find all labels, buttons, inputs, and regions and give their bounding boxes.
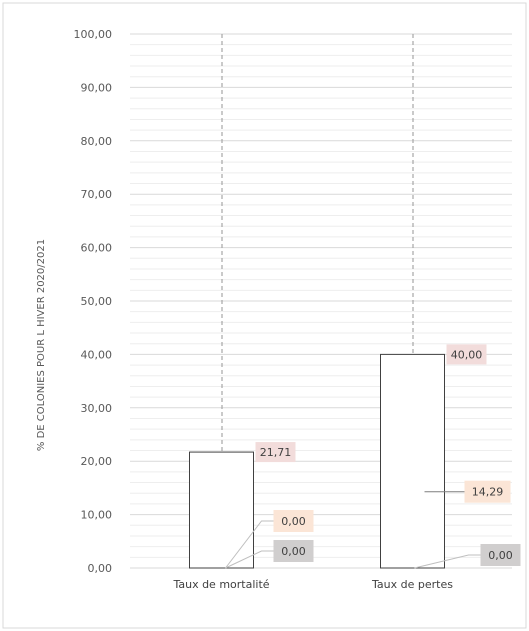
y-tick-label: 90,00: [81, 81, 113, 94]
data-labels: 21,71 0,00 0,00 40,00 14,29 0,00: [255, 344, 521, 566]
y-axis-ticks: 0,00 10,00 20,00 30,00 40,00 50,00 60,00 70,00 8…: [74, 28, 113, 575]
secondary-label: 0,00: [281, 515, 306, 528]
y-tick-label: 0,00: [88, 562, 113, 575]
secondary-label-box: [273, 510, 314, 532]
y-tick-label: 30,00: [81, 402, 113, 415]
leader-line: [225, 550, 274, 569]
y-tick-label: 20,00: [81, 455, 113, 468]
value-label-box: [446, 344, 487, 365]
y-tick-label: 60,00: [81, 242, 113, 255]
secondary-label: 0,00: [281, 545, 306, 558]
bars: [189, 353, 445, 569]
value-label: 21,71: [260, 446, 292, 459]
x-category-label: Taux de pertes: [371, 578, 453, 591]
secondary-label-box: [464, 480, 511, 503]
y-tick-label: 70,00: [81, 188, 113, 201]
secondary-label-box: [273, 540, 314, 562]
leader-line: [414, 554, 481, 569]
y-tick-label: 10,00: [81, 509, 113, 522]
y-tick-label: 80,00: [81, 135, 113, 148]
bar: [380, 353, 445, 569]
y-tick-label: 100,00: [74, 28, 113, 41]
y-tick-label: 40,00: [81, 348, 113, 361]
y-tick-label: 50,00: [81, 295, 113, 308]
drop-lines: [221, 34, 414, 453]
secondary-label-box: [480, 544, 521, 566]
x-category-label: Taux de mortalité: [172, 578, 269, 591]
secondary-label: 14,29: [472, 486, 504, 499]
leader-lines: [225, 491, 481, 569]
secondary-label: 0,00: [488, 549, 513, 562]
value-label-box: [255, 442, 296, 463]
bar: [189, 451, 254, 569]
y-axis-title: % DE COLONIES POUR L HIVER 2020/2021: [36, 239, 47, 451]
value-label: 40,00: [451, 348, 483, 361]
x-axis-categories: Taux de mortalité Taux de pertes: [172, 578, 453, 591]
leader-line: [225, 520, 274, 569]
